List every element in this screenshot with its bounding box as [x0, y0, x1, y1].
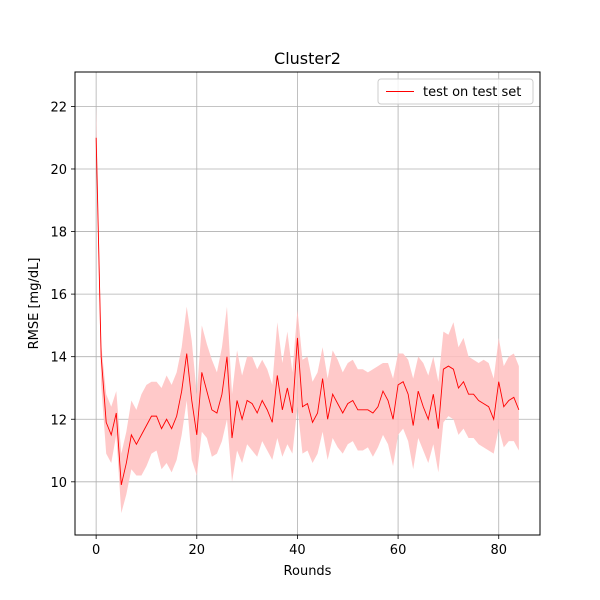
confidence-band: [96, 106, 519, 514]
x-axis-ticks: 0 20 40 60 80: [92, 535, 507, 558]
legend: test on test set: [377, 78, 534, 105]
legend-label: test on test set: [423, 85, 521, 100]
x-tick-label: 20: [189, 543, 206, 558]
y-tick-label: 18: [50, 226, 67, 241]
x-tick-label: 40: [289, 543, 306, 558]
y-tick-label: 16: [50, 288, 67, 303]
axes-frame: [74, 71, 541, 536]
y-axis-label: RMSE [mg/dL]: [27, 258, 42, 350]
x-tick-label: 60: [390, 543, 407, 558]
y-tick-label: 10: [50, 476, 67, 491]
x-axis-label: Rounds: [284, 564, 332, 579]
y-tick-label: 14: [50, 351, 67, 366]
series-lines: [95, 137, 520, 486]
grid-lines: [75, 72, 540, 535]
y-axis-ticks: 10 12 14 16 18 20 22: [50, 100, 75, 491]
x-tick-label: 80: [490, 543, 507, 558]
chart-title: Cluster2: [274, 49, 341, 68]
y-tick-label: 12: [50, 413, 67, 428]
y-tick-label: 20: [50, 163, 67, 178]
series-line-test-on-test-set: [95, 137, 520, 486]
series-band-test-on-test-set: [96, 106, 519, 514]
y-tick-label: 22: [50, 100, 67, 115]
x-tick-label: 0: [92, 543, 100, 558]
legend-box: [377, 78, 534, 105]
